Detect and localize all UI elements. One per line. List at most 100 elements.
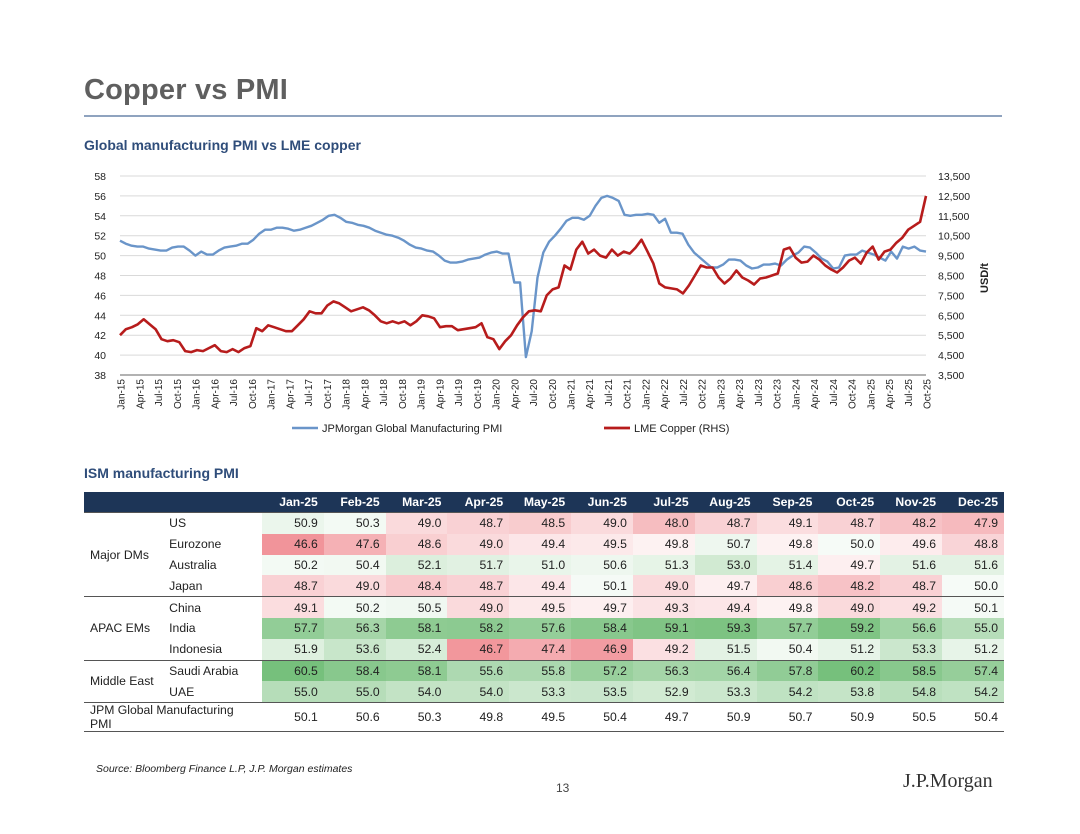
right-axis-ticks: 13,500 12,500 11,500 10,500 9,500 8,500 7,500 6… [938,171,970,382]
pmi-value-cell: 50.6 [571,554,633,576]
x-tick-label: Jul-19 [454,379,465,407]
chart-gridlines [120,175,926,376]
legend-copper-label: LME Copper (RHS) [634,423,729,435]
pmi-value-cell: 50.1 [942,596,1004,618]
country-label: Japan [169,578,203,593]
country-label: India [169,621,196,636]
x-tick-label: Oct-21 [623,379,634,409]
right-tick-label: 10,500 [938,231,970,243]
left-tick-label: 58 [94,171,106,183]
pmi-copper-line-chart: 58 56 54 52 50 48 46 44 42 40 38 13,500 12,500 11,50… [94,171,991,435]
month-header: Oct-25 [818,492,881,513]
pmi-value-cell: 53.3 [880,638,943,661]
x-tick-label: Apr-16 [210,379,221,409]
x-tick-label: Apr-25 [885,379,896,409]
left-tick-label: 38 [94,370,106,382]
x-tick-label: Apr-23 [735,379,746,409]
x-tick-label: Apr-20 [510,379,521,409]
x-tick-label: Jan-18 [342,379,353,410]
x-tick-label: Apr-15 [135,379,146,409]
left-tick-label: 44 [94,310,106,322]
x-tick-label: Jul-16 [229,379,240,407]
ism-pmi-table: Jan-25 Feb-25 Mar-25 Apr-25 May-25 Jun-25 Jul-… [84,492,1004,733]
pmi-series-line [119,194,927,359]
pmi-value-cell: 46.6 [262,533,324,555]
pmi-value-cell: 55.0 [942,617,1004,639]
pmi-value-cell: 48.8 [942,533,1004,555]
pmi-value-cell: 48.7 [262,575,324,597]
x-tick-label: Jul-18 [379,379,390,407]
left-tick-label: 52 [94,231,106,243]
pmi-value-cell: 49.7 [818,554,881,576]
table-body: Major DMs US 50.9 50.3 49.0 48.7 48.5 49.0 48.0 4… [84,511,1004,733]
month-header: Jun-25 [571,492,633,513]
pmi-value-cell: 50.4 [756,638,819,661]
pmi-value-cell: 50.7 [694,533,757,555]
country-label: Saudi Arabia [163,659,263,682]
pmi-value-cell: 51.6 [880,554,943,576]
pmi-value-cell: 57.6 [509,617,572,639]
left-axis-ticks: 58 56 54 52 50 48 46 44 42 40 38 [94,171,106,382]
x-tick-label: Oct-22 [698,379,709,409]
jpmorgan-logo: J.P.Morgan [903,770,993,792]
pmi-value-cell: 49.8 [756,533,819,555]
pmi-value-cell: 56.4 [694,659,757,682]
x-tick-label: Jul-21 [604,379,615,407]
pmi-value-cell: 50.5 [385,596,448,618]
group-label: Middle East [84,659,164,703]
pmi-value-cell: 48.7 [447,575,510,597]
pmi-value-cell: 55.6 [447,659,510,682]
x-tick-label: Jan-20 [492,379,503,410]
pmi-value-cell: 47.4 [509,638,572,661]
pmi-value-cell: 49.1 [756,511,819,534]
table-row: APAC EMs China 49.1 50.2 50.5 49.0 49.5 49.7 49.… [84,596,1004,661]
global-pmi-value-cell: 49.7 [632,702,695,733]
x-tick-label: Jul-17 [304,379,315,407]
x-tick-label: Oct-25 [923,379,934,409]
table-row: Japan 48.7 49.0 48.4 48.7 49.4 50.1 49.0 49.7 48.… [84,575,1004,597]
pmi-value-cell: 48.7 [818,511,881,534]
pmi-value-cell: 49.0 [447,596,510,618]
pmi-value-cell: 47.9 [942,511,1004,534]
pmi-value-cell: 57.4 [942,659,1004,682]
global-pmi-value-cell: 50.7 [756,702,819,733]
legend-pmi-label: JPMorgan Global Manufacturing PMI [322,423,502,435]
global-pmi-value-cell: 50.5 [880,702,943,733]
pmi-value-cell: 58.4 [323,659,386,682]
x-tick-label: Oct-16 [248,379,259,409]
country-label: China [163,596,263,618]
global-pmi-value-cell: 50.3 [385,702,448,733]
pmi-value-cell: 58.1 [385,617,448,639]
table-row: Eurozone 46.6 47.6 48.6 49.0 49.4 49.5 49.8 50.7… [84,533,1004,555]
pmi-value-cell: 49.0 [632,575,695,597]
left-tick-label: 48 [94,271,106,283]
pmi-value-cell: 47.6 [323,533,386,555]
global-pmi-value-cell: 49.5 [509,702,572,733]
pmi-value-cell: 49.7 [571,596,633,618]
pmi-value-cell: 49.0 [571,511,633,534]
table-row: Australia 50.2 50.4 52.1 51.7 51.0 50.6 51.3 53.… [84,554,1004,576]
right-tick-label: 12,500 [938,191,970,203]
pmi-value-cell: 51.0 [509,554,572,576]
table-header-row: Jan-25 Feb-25 Mar-25 Apr-25 May-25 Jun-25 Jul-… [84,492,1004,513]
x-tick-label: Oct-18 [398,379,409,409]
month-header: May-25 [509,492,572,513]
pmi-value-cell: 52.9 [632,681,695,703]
country-label: UAE [169,684,195,699]
pmi-value-cell: 54.0 [447,681,510,703]
pmi-value-cell: 58.5 [880,659,943,682]
x-tick-label: Jul-15 [154,379,165,407]
pmi-value-cell: 46.7 [447,638,510,661]
table-row: UAE 55.0 55.0 54.0 54.0 53.3 53.5 52.9 53.3 54.2 5… [84,681,1004,703]
pmi-value-cell: 51.2 [818,638,881,661]
pmi-value-cell: 53.0 [694,554,757,576]
pmi-value-cell: 57.7 [756,617,819,639]
right-tick-label: 8,500 [938,271,964,283]
x-tick-label: Jan-19 [417,379,428,410]
country-label: Indonesia [169,642,223,657]
pmi-value-cell: 48.7 [880,575,943,597]
month-header: Jul-25 [632,492,695,513]
global-pmi-value-cell: 50.1 [262,702,324,733]
pmi-value-cell: 49.4 [509,575,572,597]
header-corner [84,492,263,513]
